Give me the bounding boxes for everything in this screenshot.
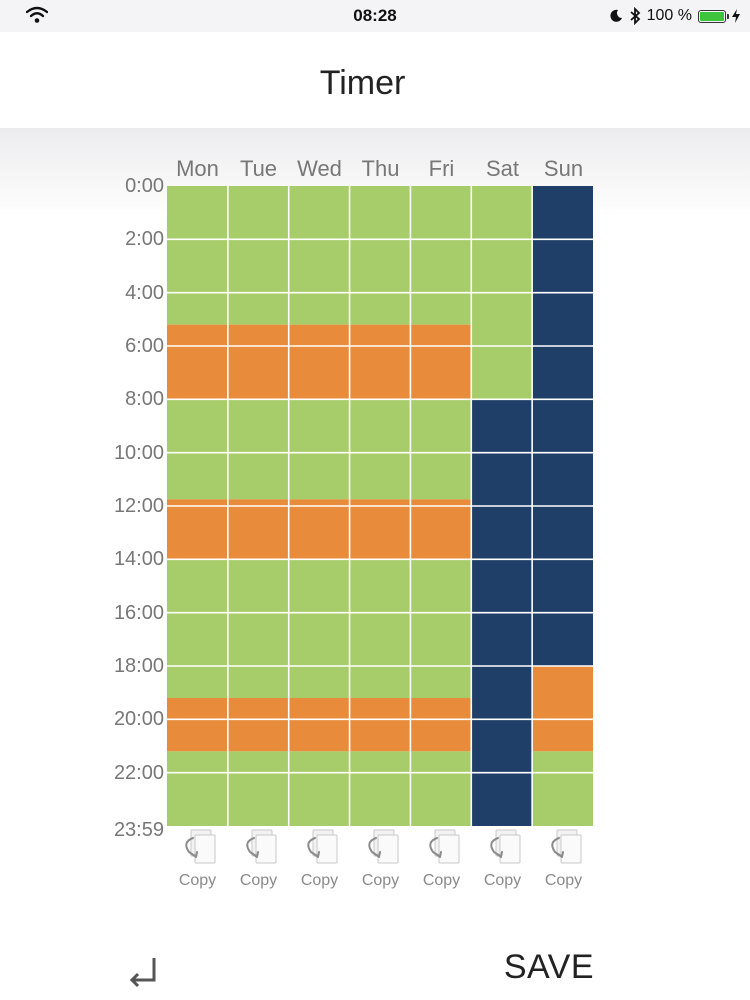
status-right: 100 %: [609, 6, 740, 26]
timer-slot-mon-green[interactable]: [167, 559, 228, 698]
copy-button-sun[interactable]: Copy: [533, 828, 594, 894]
hour-label: 20:00: [113, 708, 164, 730]
day-label-sun: Sun: [543, 156, 584, 181]
timer-schedule-grid[interactable]: [167, 186, 593, 826]
copy-button-sat[interactable]: Copy: [472, 828, 533, 894]
hour-label: 14:00: [113, 548, 164, 570]
hour-axis: 0:00 2:00 4:00 6:00 8:00 10:00 12:00 14:…: [90, 0, 164, 1000]
copy-button-mon[interactable]: Copy: [167, 828, 228, 894]
page-title: Timer: [319, 64, 406, 102]
timer-slot-fri-orange[interactable]: [410, 324, 472, 400]
timer-slot-mon-orange[interactable]: [167, 698, 228, 752]
timer-slot-wed-green[interactable]: [288, 751, 350, 826]
hour-label: 6:00: [125, 335, 164, 357]
timer-slot-mon-orange[interactable]: [167, 499, 228, 560]
timer-slot-tue-orange[interactable]: [227, 324, 289, 400]
hour-label: 4:00: [125, 282, 164, 304]
bluetooth-icon: [630, 7, 640, 25]
timer-slot-mon-orange[interactable]: [167, 324, 228, 400]
copy-icon: [307, 829, 338, 864]
timer-slot-mon-green[interactable]: [167, 186, 228, 325]
timer-slot-sun-navy[interactable]: [532, 186, 593, 666]
timer-slot-sun-orange[interactable]: [532, 666, 593, 752]
timer-slot-fri-orange[interactable]: [410, 499, 472, 560]
timer-slot-thu-orange[interactable]: [349, 324, 411, 400]
timer-slot-thu-green[interactable]: [349, 559, 411, 698]
timer-slot-thu-orange[interactable]: [349, 499, 411, 560]
timer-slot-wed-green[interactable]: [288, 559, 350, 698]
day-label-tue: Tue: [239, 156, 278, 181]
timer-slot-mon-green[interactable]: [167, 399, 228, 500]
hour-label: 16:00: [113, 602, 164, 624]
copy-label: Copy: [239, 872, 278, 889]
copy-icon: [246, 829, 277, 864]
status-bar: 08:28 100 %: [0, 0, 750, 32]
day-label-wed: Wed: [297, 156, 342, 181]
moon-icon: [610, 9, 622, 22]
copy-label: Copy: [178, 872, 217, 889]
hour-label: 8:00: [125, 388, 164, 410]
hour-label: 0:00: [125, 175, 164, 197]
copy-label: Copy: [300, 872, 339, 889]
copy-label: Copy: [544, 872, 583, 889]
battery-icon: [698, 9, 729, 23]
charging-icon: [732, 9, 740, 23]
timer-slot-mon-green[interactable]: [167, 751, 228, 826]
timer-slot-sun-green[interactable]: [532, 751, 593, 826]
hour-label: 18:00: [113, 655, 164, 677]
timer-slot-wed-green[interactable]: [288, 399, 350, 500]
timer-slot-thu-green[interactable]: [349, 399, 411, 500]
copy-label: Copy: [361, 872, 400, 889]
copy-icon: [429, 829, 460, 864]
copy-icon: [551, 829, 582, 864]
copy-button-thu[interactable]: Copy: [350, 828, 411, 894]
battery-percent: 100 %: [646, 7, 692, 24]
timer-slot-tue-orange[interactable]: [227, 499, 289, 560]
copy-label: Copy: [483, 872, 522, 889]
hour-label: 12:00: [113, 495, 164, 517]
timer-slot-wed-green[interactable]: [288, 186, 350, 325]
copy-icon: [185, 829, 216, 864]
copy-button-fri[interactable]: Copy: [411, 828, 472, 894]
timer-slot-fri-green[interactable]: [410, 751, 472, 826]
day-label-sat: Sat: [485, 156, 520, 181]
wifi-icon: [26, 6, 48, 23]
schedule-grid-svg[interactable]: [167, 186, 593, 826]
copy-icon: [490, 829, 521, 864]
day-label-mon: Mon: [176, 156, 219, 181]
timer-slot-thu-orange[interactable]: [349, 698, 411, 752]
hour-label: 23:59: [113, 819, 164, 841]
day-label-fri: Fri: [428, 156, 455, 181]
day-label-thu: Thu: [361, 156, 400, 181]
timer-slot-tue-green[interactable]: [227, 399, 289, 500]
timer-slot-wed-orange[interactable]: [288, 698, 350, 752]
timer-slot-tue-green[interactable]: [227, 559, 289, 698]
timer-slot-tue-green[interactable]: [227, 751, 289, 826]
timer-slot-fri-green[interactable]: [410, 399, 472, 500]
copy-icon: [368, 829, 399, 864]
return-arrow-icon[interactable]: [124, 952, 164, 992]
copy-label: Copy: [422, 872, 461, 889]
day-header-row: Mon Tue Wed Thu Fri Sat Sun: [167, 156, 593, 184]
status-time: 08:28: [353, 6, 397, 25]
hour-label: 22:00: [113, 762, 164, 784]
hour-label: 2:00: [125, 228, 164, 250]
timer-slot-fri-green[interactable]: [410, 559, 472, 698]
timer-slot-fri-orange[interactable]: [410, 698, 472, 752]
save-button[interactable]: SAVE: [503, 948, 594, 986]
timer-slot-tue-green[interactable]: [227, 186, 289, 325]
timer-slot-tue-orange[interactable]: [227, 698, 289, 752]
timer-slot-fri-green[interactable]: [410, 186, 472, 325]
copy-button-tue[interactable]: Copy: [228, 828, 289, 894]
timer-slot-thu-green[interactable]: [349, 751, 411, 826]
timer-slot-wed-orange[interactable]: [288, 324, 350, 400]
timer-slot-thu-green[interactable]: [349, 186, 411, 325]
hour-label: 10:00: [113, 442, 164, 464]
timer-slot-wed-orange[interactable]: [288, 499, 350, 560]
copy-button-wed[interactable]: Copy: [289, 828, 350, 894]
copy-row: Copy Copy Copy Copy Copy Copy Copy: [167, 828, 593, 894]
